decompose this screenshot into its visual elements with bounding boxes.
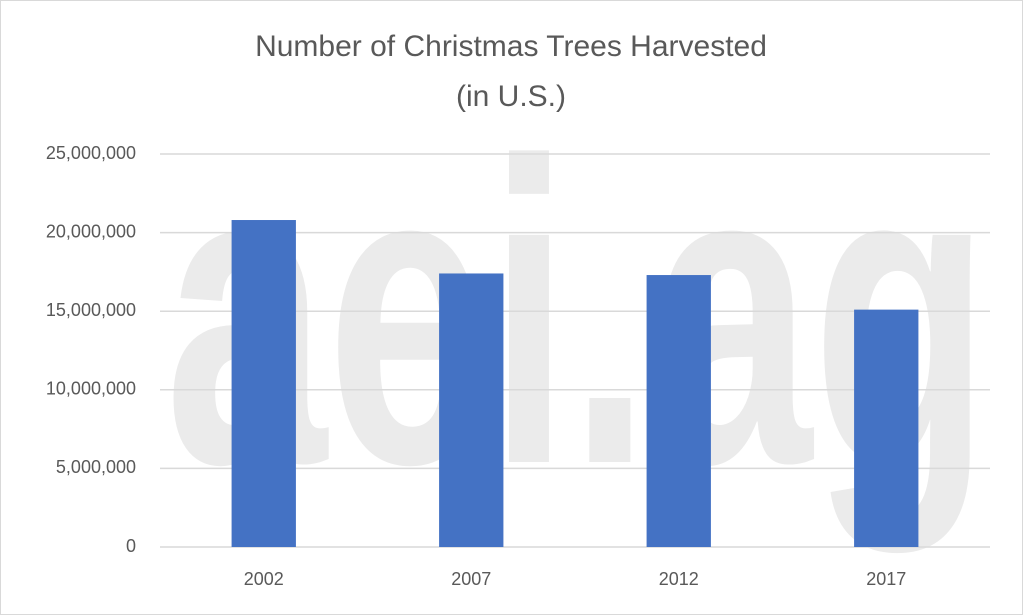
x-tick-label: 2002 bbox=[244, 569, 284, 589]
y-tick-label: 5,000,000 bbox=[56, 457, 136, 477]
y-tick-label: 20,000,000 bbox=[46, 221, 136, 241]
y-tick-label: 15,000,000 bbox=[46, 300, 136, 320]
y-tick-label: 10,000,000 bbox=[46, 379, 136, 399]
bar bbox=[439, 273, 504, 547]
bar bbox=[231, 220, 296, 548]
chart-title: Number of Christmas Trees Harvested bbox=[255, 30, 767, 63]
x-tick-label: 2012 bbox=[659, 569, 699, 589]
bar bbox=[854, 309, 919, 547]
y-tick-label: 0 bbox=[126, 536, 136, 556]
bar bbox=[646, 275, 711, 547]
x-tick-label: 2017 bbox=[866, 569, 906, 589]
chart-title: (in U.S.) bbox=[456, 80, 566, 113]
x-tick-label: 2007 bbox=[451, 569, 491, 589]
y-tick-label: 25,000,000 bbox=[46, 143, 136, 163]
